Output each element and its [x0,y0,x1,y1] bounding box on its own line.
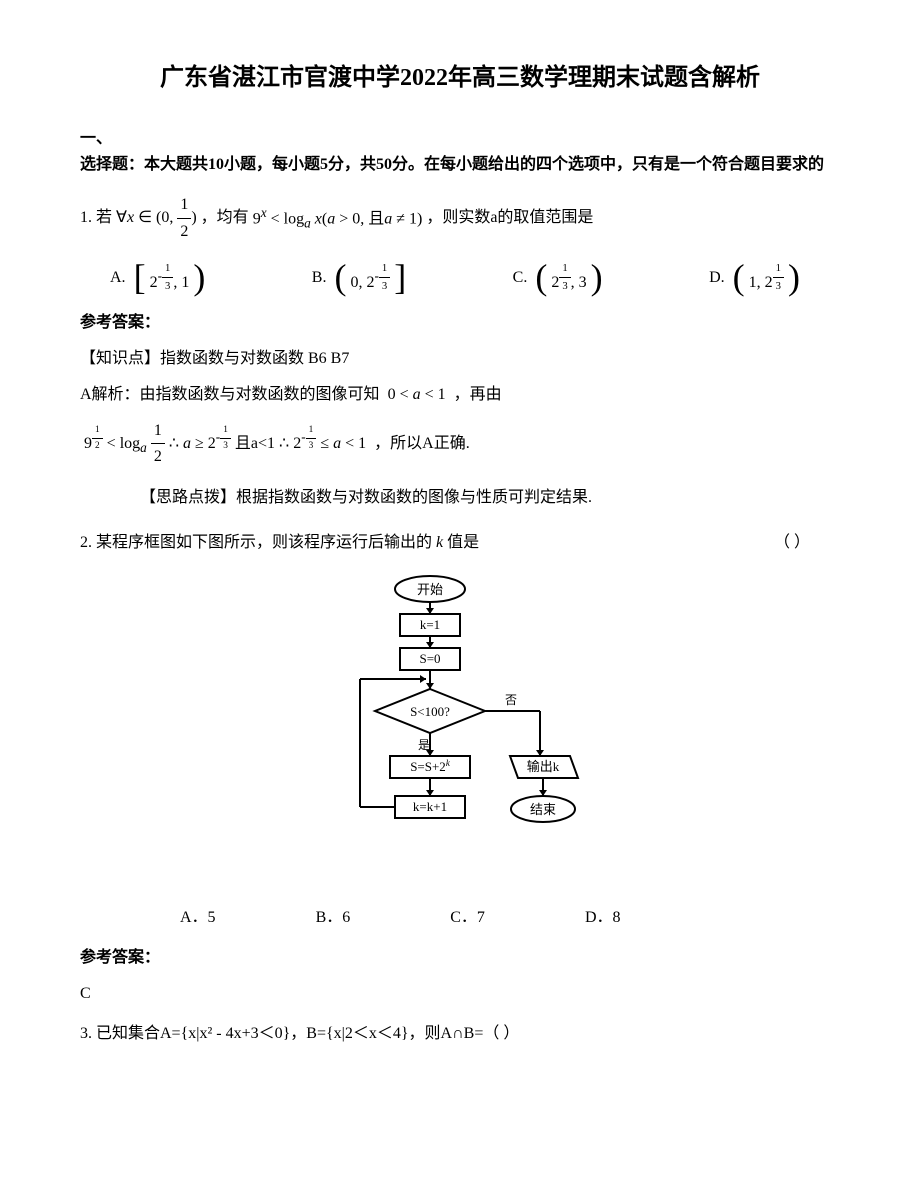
fc-step1: k=1 [420,617,440,632]
q2-answer: C [80,981,840,1007]
q2-answer-header: 参考答案： [80,945,840,971]
section-description: 选择题：本大题共10小题，每小题5分，共50分。在每小题给出的四个选项中，只有是… [80,156,824,173]
q1-solution-line2: 912 < loga 12 ∴ a ≥ 2-13 且a<1 ∴ 2-13 ≤ a… [80,418,840,470]
fc-no: 否 [505,693,517,707]
fc-yes: 是 [418,738,430,752]
q1-answer-header: 参考答案： [80,310,840,336]
q2-num: 2. [80,534,96,551]
q1-opt-d-label: D. [709,265,725,291]
q1-formula-2: 9x < loga x(a > 0, 且a ≠ 1) [253,202,423,234]
q1-knowledge: 【知识点】指数函数与对数函数 B6 B7 [80,346,840,372]
q2-text-end: 值是 [447,534,479,551]
q2-option-c[interactable]: C．7 [450,905,485,931]
q1-formula-1: ∀x ∈ (0, 12) [116,192,197,244]
fc-output: 输出k [527,759,560,774]
fc-start: 开始 [417,582,443,597]
q1-options: A. [ 2-13, 1 ) B. ( 0, 2-13 ] C. ( 213, … [110,259,840,295]
q2-var-k: k [436,534,443,551]
q1-opt-b-label: B. [312,265,327,291]
q1-option-b[interactable]: B. ( 0, 2-13 ] [312,259,406,295]
q1-text-end: ，则实数a的取值范围是 [426,205,593,231]
fc-step4: k=k+1 [413,799,447,814]
q1-sol-formula2: 912 < loga 12 ∴ a ≥ 2-13 且a<1 ∴ 2-13 ≤ a… [84,418,366,470]
fc-end: 结束 [530,802,556,817]
section-num: 一、 [80,130,112,147]
q1-option-d[interactable]: D. ( 1, 213 ) [709,259,800,295]
q1-solution-line1: A解析：由指数函数与对数函数的图像可知 0 < a < 1 ，再由 [80,382,840,408]
section-header: 一、 选择题：本大题共10小题，每小题5分，共50分。在每小题给出的四个选项中，… [80,126,840,177]
q1-sol-prefix: A解析：由指数函数与对数函数的图像可知 [80,386,380,403]
q1-sol-end: ，所以A正确. [374,434,470,451]
q1-sol-formula1: 0 < a < 1 [388,382,446,408]
question-2: 2. 某程序框图如下图所示，则该程序运行后输出的 k 值是 （ ） [80,530,840,556]
fc-step3: S=S+2k [410,758,451,774]
fc-step2: S=0 [419,651,440,666]
q1-option-c[interactable]: C. ( 213, 3 ) [513,259,603,295]
document-title: 广东省湛江市官渡中学2022年高三数学理期末试题含解析 [80,60,840,96]
q2-options: A．5 B．6 C．7 D．8 [180,905,840,931]
q1-opt-a-label: A. [110,265,126,291]
q1-num: 1. 若 [80,205,112,231]
q2-option-d[interactable]: D．8 [585,905,621,931]
q2-text: 某程序框图如下图所示，则该程序运行后输出的 [96,534,432,551]
q2-paren: （ ） [774,530,810,556]
q2-option-a[interactable]: A．5 [180,905,216,931]
q1-text-mid: ，均有 [201,205,249,231]
q1-sol-mid: ，再由 [454,386,502,403]
q1-hint: 【思路点拨】根据指数函数与对数函数的图像与性质可判定结果. [140,485,840,511]
flowchart-diagram: 开始 k=1 S=0 S<100? 是 否 S=S+2k k=k+1 [80,571,840,890]
q1-option-a[interactable]: A. [ 2-13, 1 ) [110,259,205,295]
q2-option-b[interactable]: B．6 [316,905,351,931]
q1-opt-c-label: C. [513,265,528,291]
fc-decision: S<100? [410,704,450,719]
question-1: 1. 若 ∀x ∈ (0, 12) ，均有 9x < loga x(a > 0,… [80,192,840,244]
question-3: 3. 已知集合A={x|x² - 4x+3＜0}，B={x|2＜x＜4}，则A∩… [80,1021,840,1047]
